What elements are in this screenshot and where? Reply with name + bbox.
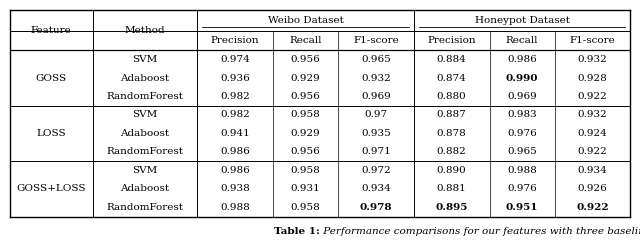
Text: 0.956: 0.956 — [291, 92, 321, 101]
Text: 0.969: 0.969 — [361, 92, 391, 101]
Text: 0.976: 0.976 — [508, 129, 537, 138]
Text: 0.965: 0.965 — [508, 147, 537, 156]
Text: 0.929: 0.929 — [291, 129, 321, 138]
Text: 0.922: 0.922 — [576, 203, 609, 212]
Text: GOSS: GOSS — [36, 74, 67, 83]
Text: 0.936: 0.936 — [220, 74, 250, 83]
Text: Adaboost: Adaboost — [120, 74, 170, 83]
Text: Adaboost: Adaboost — [120, 184, 170, 193]
Text: 0.976: 0.976 — [508, 184, 537, 193]
Text: Recall: Recall — [506, 36, 538, 45]
Text: 0.929: 0.929 — [291, 74, 321, 83]
Text: 0.931: 0.931 — [291, 184, 321, 193]
Text: Precision: Precision — [211, 36, 259, 45]
Text: 0.986: 0.986 — [220, 166, 250, 175]
Text: RandomForest: RandomForest — [106, 92, 184, 101]
Text: Feature: Feature — [31, 25, 72, 35]
Text: 0.932: 0.932 — [361, 74, 391, 83]
Text: 0.932: 0.932 — [578, 111, 607, 120]
Text: Weibo Dataset: Weibo Dataset — [268, 16, 344, 25]
Text: 0.880: 0.880 — [437, 92, 467, 101]
Text: 0.988: 0.988 — [220, 203, 250, 212]
Text: Table 1:: Table 1: — [274, 227, 320, 236]
Text: 0.887: 0.887 — [437, 111, 467, 120]
Text: 0.884: 0.884 — [437, 55, 467, 64]
Text: 0.972: 0.972 — [361, 166, 391, 175]
Text: Precision: Precision — [428, 36, 476, 45]
Text: 0.986: 0.986 — [220, 147, 250, 156]
Text: Recall: Recall — [289, 36, 322, 45]
Text: RandomForest: RandomForest — [106, 203, 184, 212]
Text: 0.890: 0.890 — [437, 166, 467, 175]
Text: 0.956: 0.956 — [291, 147, 321, 156]
Text: 0.928: 0.928 — [578, 74, 607, 83]
Text: 0.881: 0.881 — [437, 184, 467, 193]
Text: 0.934: 0.934 — [578, 166, 607, 175]
Text: 0.988: 0.988 — [508, 166, 537, 175]
Text: 0.941: 0.941 — [220, 129, 250, 138]
Text: 0.882: 0.882 — [437, 147, 467, 156]
Text: 0.922: 0.922 — [578, 92, 607, 101]
Text: 0.934: 0.934 — [361, 184, 391, 193]
Text: 0.922: 0.922 — [578, 147, 607, 156]
Text: 0.974: 0.974 — [220, 55, 250, 64]
Text: SVM: SVM — [132, 166, 157, 175]
Text: 0.958: 0.958 — [291, 166, 321, 175]
Text: 0.878: 0.878 — [437, 129, 467, 138]
Text: 0.982: 0.982 — [220, 111, 250, 120]
Text: 0.986: 0.986 — [508, 55, 537, 64]
Text: 0.958: 0.958 — [291, 111, 321, 120]
Text: SVM: SVM — [132, 111, 157, 120]
Text: 0.932: 0.932 — [578, 55, 607, 64]
Text: 0.965: 0.965 — [361, 55, 391, 64]
Text: 0.935: 0.935 — [361, 129, 391, 138]
Text: F1-score: F1-score — [570, 36, 616, 45]
Text: Method: Method — [125, 25, 165, 35]
Text: Honeypot Dataset: Honeypot Dataset — [475, 16, 570, 25]
Text: F1-score: F1-score — [353, 36, 399, 45]
Text: 0.938: 0.938 — [220, 184, 250, 193]
Text: GOSS+LOSS: GOSS+LOSS — [17, 184, 86, 193]
Text: 0.895: 0.895 — [436, 203, 468, 212]
Text: 0.924: 0.924 — [578, 129, 607, 138]
Text: 0.990: 0.990 — [506, 74, 538, 83]
Text: 0.969: 0.969 — [508, 92, 537, 101]
Text: LOSS: LOSS — [36, 129, 66, 138]
Text: 0.983: 0.983 — [508, 111, 537, 120]
Text: 0.978: 0.978 — [360, 203, 392, 212]
Text: Adaboost: Adaboost — [120, 129, 170, 138]
Text: 0.971: 0.971 — [361, 147, 391, 156]
Text: 0.982: 0.982 — [220, 92, 250, 101]
Text: SVM: SVM — [132, 55, 157, 64]
Text: 0.951: 0.951 — [506, 203, 538, 212]
Text: 0.97: 0.97 — [364, 111, 387, 120]
Text: Performance comparisons for our features with three baseline classifiers: Performance comparisons for our features… — [320, 227, 640, 236]
Text: 0.874: 0.874 — [437, 74, 467, 83]
Text: 0.926: 0.926 — [578, 184, 607, 193]
Text: 0.958: 0.958 — [291, 203, 321, 212]
Text: 0.956: 0.956 — [291, 55, 321, 64]
Text: RandomForest: RandomForest — [106, 147, 184, 156]
